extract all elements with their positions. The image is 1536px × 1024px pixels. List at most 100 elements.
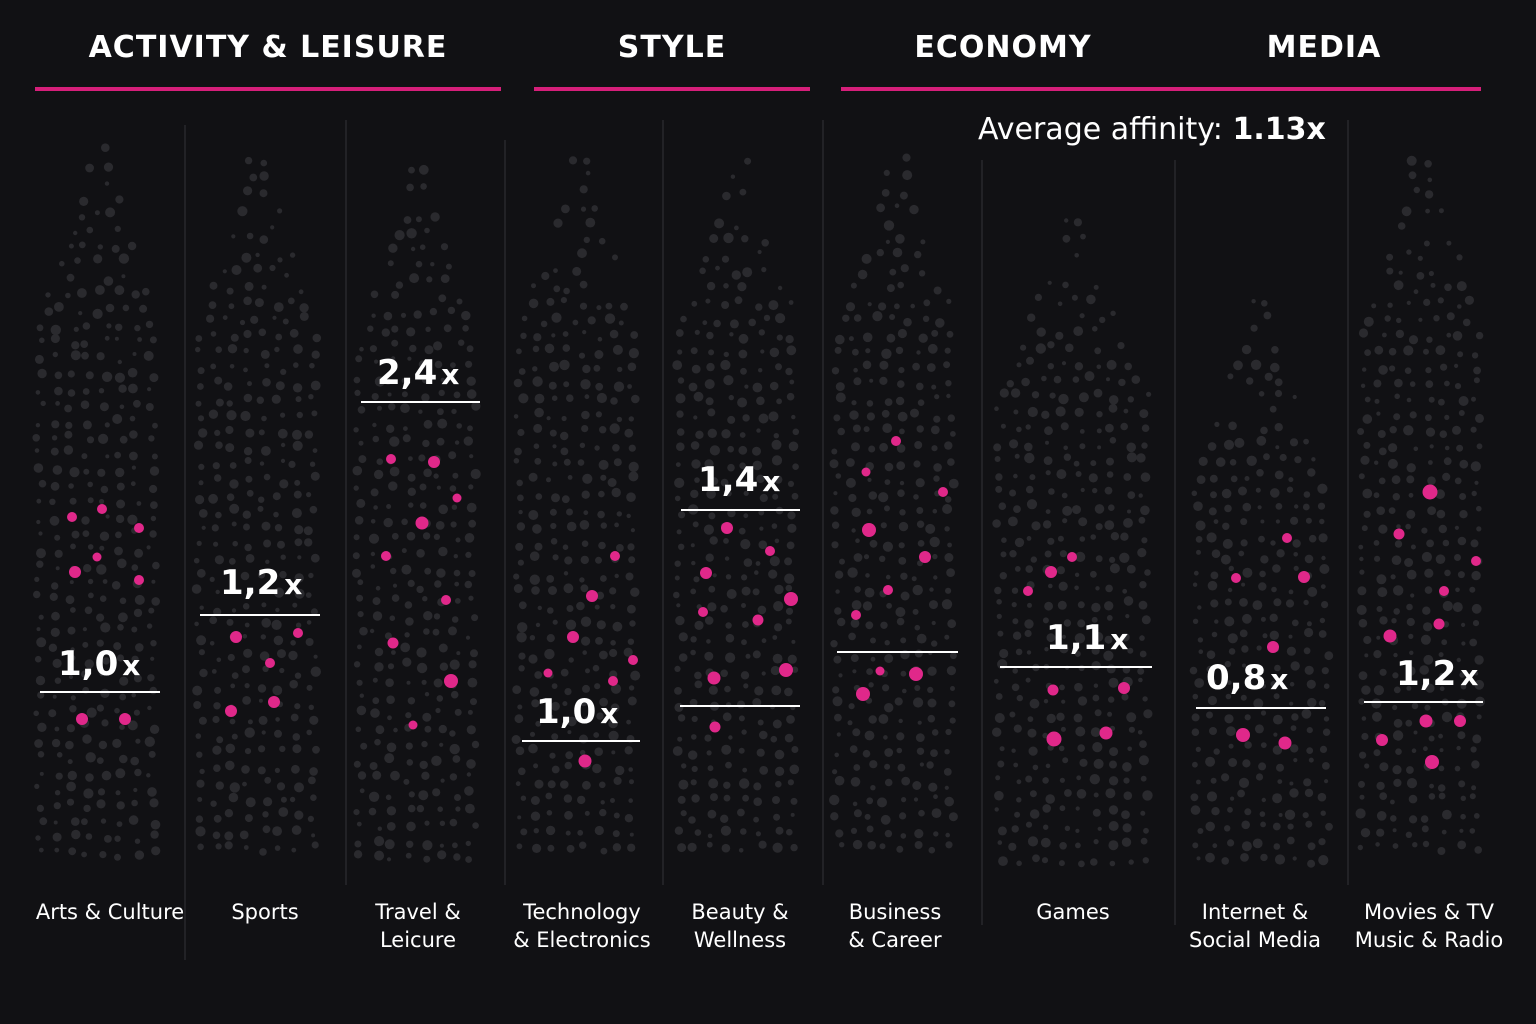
background-dot [931,808,942,818]
highlight-dot [1454,715,1466,727]
background-dot [629,620,636,627]
background-dot [51,420,60,429]
background-dot [39,337,45,344]
background-dot [100,622,111,633]
background-dot [1303,438,1309,445]
background-dot [712,573,717,578]
background-dot [1378,365,1388,375]
background-dot [1323,716,1330,722]
background-dot [304,430,314,439]
background-dot [627,696,637,706]
background-dot [1094,347,1102,355]
background-dot [1029,809,1040,819]
background-dot [1438,765,1445,772]
background-dot [923,299,931,307]
background-dot [692,521,699,528]
background-dot [616,544,624,552]
background-dot [278,807,289,817]
background-dot [609,329,619,339]
background-dot [572,266,582,276]
background-dot [450,521,457,528]
background-dot [895,607,906,617]
background-dot [1457,840,1467,850]
background-dot [734,296,743,305]
background-dot [850,777,861,787]
background-dot [551,493,560,503]
background-dot [1364,349,1371,356]
background-dot [257,571,266,579]
background-dot [583,236,590,244]
background-dot [868,491,878,500]
background-dot [409,273,420,284]
background-dot [1055,406,1066,417]
background-dot [1211,807,1220,816]
background-dot [279,745,286,753]
background-dot [66,724,75,733]
background-dot [1454,477,1462,485]
background-dot [229,503,240,514]
background-dot [1030,556,1038,563]
background-dot [752,460,763,471]
background-dot [863,554,870,560]
highlight-dot [578,754,592,768]
background-dot [1190,805,1201,815]
background-dot [1254,724,1264,734]
background-dot [546,297,555,306]
background-dot [1109,760,1117,769]
background-dot [629,832,634,837]
background-dot [1290,661,1300,671]
background-dot [944,796,954,807]
background-dot [1016,797,1022,803]
background-dot [214,555,224,565]
background-dot [720,478,729,487]
background-dot [1273,693,1280,700]
background-dot [609,423,620,434]
background-dot [66,273,75,282]
background-dot [618,320,624,326]
background-dot [50,627,60,638]
background-dot [1444,380,1450,387]
background-dot [114,451,121,459]
background-dot [566,394,574,403]
background-dot [55,401,60,406]
background-dot [1213,519,1219,524]
background-dot [1108,776,1119,786]
background-dot [424,567,432,575]
background-dot [225,425,234,435]
background-dot [385,678,394,687]
background-dot [878,714,889,724]
background-dot [914,841,923,849]
background-dot [944,496,952,503]
background-dot [1423,654,1434,665]
background-dot [405,742,413,750]
background-dot [1291,619,1299,627]
background-dot [1059,805,1066,812]
background-dot [753,797,762,806]
background-dot [1047,341,1055,349]
affinity-value-label: 1,0 x [58,644,140,684]
background-dot [1057,600,1067,610]
background-dot [1108,840,1119,851]
background-dot [578,352,586,359]
background-dot [776,398,782,405]
background-dot [1222,522,1230,530]
column-divider [662,120,664,885]
background-dot [517,559,525,566]
background-dot [232,540,238,547]
background-dot [1292,856,1297,861]
background-dot [520,795,527,801]
background-dot [1027,836,1039,847]
background-dot [1105,788,1116,799]
background-dot [727,415,736,424]
background-dot [419,502,427,509]
background-dot [1230,475,1238,483]
background-dot [1027,406,1038,418]
background-dot [1377,430,1386,438]
background-dot [1073,460,1080,467]
background-dot [1042,617,1049,624]
background-dot [833,414,841,422]
background-dot [672,360,683,370]
background-dot [1106,359,1117,370]
background-dot [529,551,540,561]
background-dot [1079,536,1086,542]
